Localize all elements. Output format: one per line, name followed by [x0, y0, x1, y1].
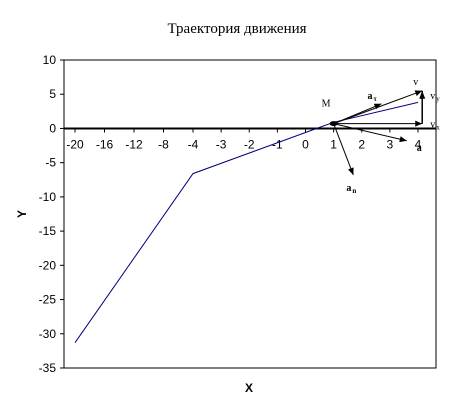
y-tick-label: -35: [39, 361, 57, 375]
y-tick-label: -15: [39, 224, 57, 238]
vector-label: an: [346, 183, 356, 195]
x-tick-label: 3: [387, 137, 394, 151]
trajectory-line: [74, 101, 419, 343]
y-tick-label: -25: [39, 293, 57, 307]
x-tick-label: 4: [415, 137, 422, 151]
vector-arrow-head: [373, 103, 382, 110]
x-tick-label: -4: [188, 137, 199, 151]
x-tick-label: 2: [358, 137, 365, 151]
y-tick-label: -10: [39, 190, 57, 204]
vector-label: aτ: [367, 91, 377, 103]
x-tick-label: -8: [158, 137, 169, 151]
vector-label: a: [417, 143, 422, 154]
y-tick-label: -20: [39, 258, 57, 272]
plot-area: [63, 59, 437, 369]
point-m-marker: [329, 121, 338, 127]
vector-arrow-head: [415, 120, 423, 127]
vector-label: v: [413, 77, 418, 88]
point-m-label: M: [322, 99, 331, 110]
vy-arrow-head: [419, 90, 426, 99]
vector-arrow-head: [414, 90, 423, 97]
y-tick-label: 5: [49, 87, 56, 101]
y-tick-label: 10: [43, 53, 57, 67]
x-axis-label: X: [245, 381, 253, 395]
y-tick-label: 0: [49, 121, 56, 135]
y-tick-label: -5: [45, 156, 56, 170]
x-tick-label: 0: [302, 137, 309, 151]
vector-arrow: [333, 123, 407, 142]
vector-label: vx: [430, 120, 440, 132]
chart-title: Траектория движения: [167, 21, 306, 37]
vector-arrow-head: [348, 167, 354, 175]
vector-label: vy: [430, 91, 440, 103]
x-tick-label: 1: [330, 137, 337, 151]
x-tick-label: -1: [272, 137, 283, 151]
x-tick-label: -3: [216, 137, 227, 151]
vector-arrow-head: [399, 136, 407, 143]
x-tick-label: -16: [96, 137, 114, 151]
y-axis-label: Y: [15, 210, 29, 218]
vector-arrow: [333, 103, 382, 125]
x-tick-label: -12: [125, 137, 143, 151]
x-tick-label: -20: [66, 137, 84, 151]
x-tick-label: -2: [244, 137, 255, 151]
y-tick-label: -30: [39, 327, 57, 341]
vector-arrow: [333, 123, 354, 176]
